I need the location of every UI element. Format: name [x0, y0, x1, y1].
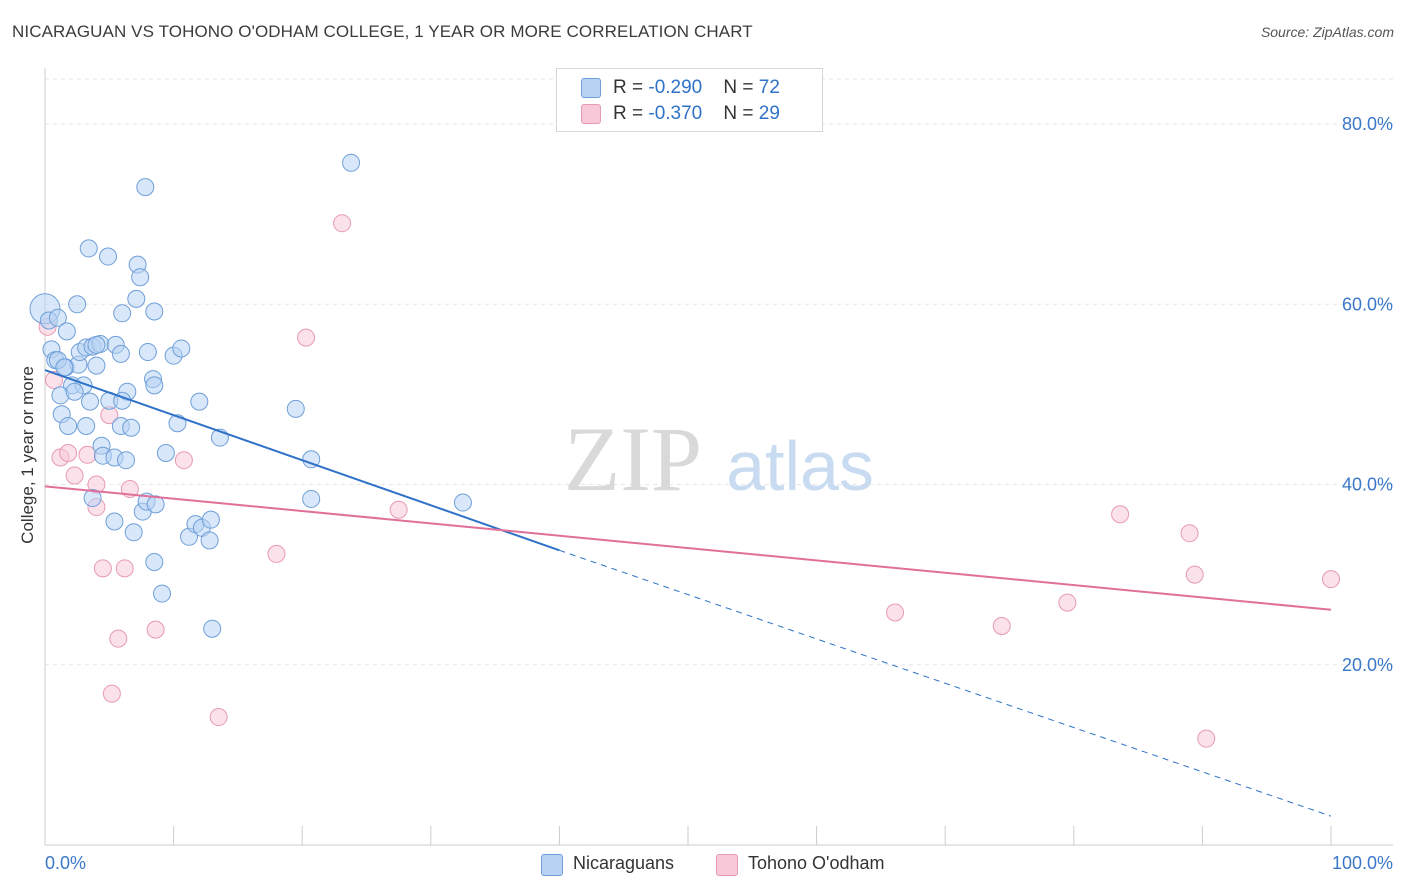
bottom-legend-label: Tohono O'odham: [748, 853, 885, 873]
nicaraguan-point: [200, 531, 219, 550]
nicaraguan-point: [302, 450, 321, 469]
trend-lines: [44, 369, 1332, 817]
nicaraguan-point: [302, 489, 321, 508]
nicaraguan-point: [145, 376, 164, 395]
nicaraguan-point: [190, 392, 209, 411]
tohono-point: [1185, 565, 1204, 584]
nicaraguan-point: [453, 493, 472, 512]
nicaraguan-point: [87, 335, 106, 354]
tohono-point: [174, 451, 193, 470]
tohono-point: [93, 559, 112, 578]
tohono-point: [267, 544, 286, 563]
nicaraguan-point: [87, 356, 106, 375]
axes: [44, 68, 1393, 846]
nicaraguan-point: [117, 451, 136, 470]
nicaraguan-point: [57, 322, 76, 341]
tohono-point: [389, 500, 408, 519]
bottom-legend-label: Nicaraguans: [573, 853, 675, 873]
tohono-point: [297, 328, 316, 347]
nicaraguan-point: [79, 239, 98, 258]
y-tick-label: 40.0%: [1342, 475, 1393, 495]
nicaraguan-point: [68, 295, 87, 314]
watermark-atlas: atlas: [726, 427, 874, 505]
nicaraguan-point: [113, 304, 132, 323]
nicaraguan-point: [55, 358, 74, 377]
y-tick-label: 20.0%: [1342, 655, 1393, 675]
legend-r-label: R =: [613, 77, 649, 98]
nicaraguan-point: [145, 553, 164, 572]
legend-swatch-pink: [581, 104, 601, 124]
nicaraguan-point: [286, 399, 305, 418]
tohono-point: [115, 559, 134, 578]
y-axis-label: College, 1 year or more: [18, 366, 37, 544]
tohono-point: [1111, 505, 1130, 524]
x-tick-label: 100.0%: [1332, 853, 1393, 873]
tohono-trend-line: [44, 485, 1332, 611]
nicaraguan-point: [156, 443, 175, 462]
nicaraguan-point: [99, 247, 118, 266]
watermark-zip: ZIP: [564, 408, 702, 510]
source-label: Source: ZipAtlas.com: [1260, 24, 1394, 40]
nicaraguan-point: [201, 510, 220, 529]
legend-n-value: 29: [758, 103, 780, 124]
nicaraguan-point: [105, 512, 124, 531]
tohono-point: [146, 620, 165, 639]
nicaraguan-trend-extension: [559, 549, 1332, 817]
nicaraguan-point: [136, 178, 155, 197]
nicaraguan-point: [172, 339, 191, 358]
tohono-point: [1058, 593, 1077, 612]
nicaraguan-point: [138, 343, 157, 362]
watermark: ZIP atlas: [564, 408, 874, 510]
tohono-point: [1322, 570, 1340, 589]
nicaraguan-point: [124, 523, 143, 542]
tohono-point: [65, 466, 84, 485]
nicaraguan-point: [145, 302, 164, 321]
y-tick-label: 60.0%: [1342, 294, 1393, 314]
chart-title: NICARAGUAN VS TOHONO O'ODHAM COLLEGE, 1 …: [12, 22, 753, 41]
nicaraguan-point: [65, 382, 84, 401]
legend-r-value: -0.370: [648, 103, 703, 124]
correlation-legend: R = -0.290 N = 72 R = -0.370 N = 29: [556, 68, 823, 132]
tohono-point: [102, 684, 121, 703]
series-nicaraguan-points: [29, 153, 472, 638]
nicaraguan-point: [146, 495, 165, 514]
nicaraguan-point: [81, 392, 100, 411]
bottom-legend-swatch-blue: [541, 854, 563, 876]
nicaraguan-point: [111, 344, 130, 363]
tohono-point: [992, 617, 1011, 636]
tohono-point: [109, 629, 128, 648]
nicaraguan-point: [153, 584, 172, 603]
tohono-point: [209, 708, 228, 727]
tick-labels: 20.0% 40.0% 60.0% 80.0% 0.0% 100.0%: [45, 114, 1393, 873]
tohono-point: [1197, 729, 1216, 748]
nicaraguan-point: [83, 489, 102, 508]
legend-n-label: N =: [723, 77, 759, 98]
nicaraguan-point: [203, 619, 222, 638]
nicaraguan-point: [127, 289, 146, 308]
nicaraguan-point: [122, 418, 141, 437]
nicaraguan-point: [131, 268, 150, 287]
x-tick-label: 0.0%: [45, 853, 86, 873]
nicaraguan-point: [59, 416, 78, 435]
bottom-legend-swatch-pink: [716, 854, 738, 876]
legend-r-value: -0.290: [648, 77, 703, 98]
legend-n-value: 72: [758, 77, 780, 98]
legend-swatch-blue: [581, 78, 601, 98]
y-tick-label: 80.0%: [1342, 114, 1393, 134]
nicaraguan-point: [342, 153, 361, 172]
tohono-point: [333, 214, 352, 233]
legend-n-label: N =: [723, 103, 759, 124]
tohono-point: [886, 603, 905, 622]
nicaraguan-point: [48, 308, 67, 327]
nicaraguan-trend-line: [44, 369, 560, 552]
tohono-point: [1180, 524, 1199, 543]
tohono-point: [59, 443, 78, 462]
nicaraguan-point: [77, 416, 96, 435]
legend-r-label: R =: [613, 103, 649, 124]
